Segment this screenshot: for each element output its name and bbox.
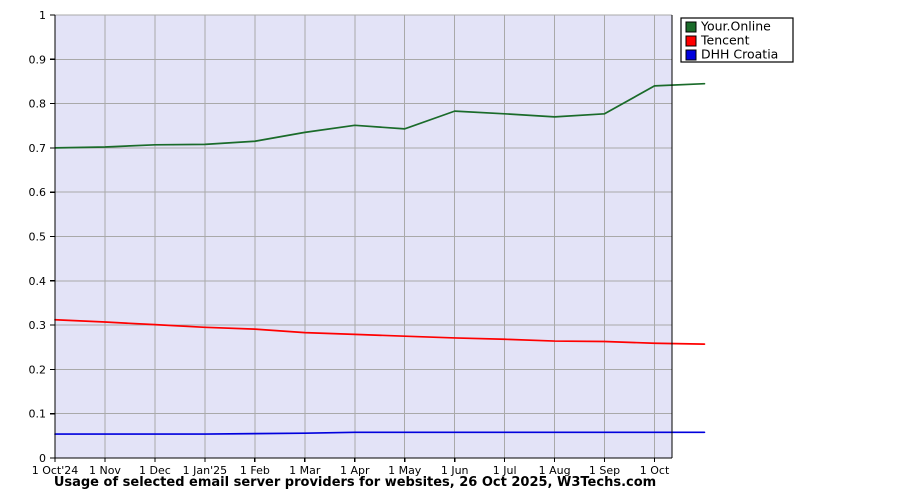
x-tick-label: 1 Nov [89, 464, 121, 477]
y-tick-label: 1 [39, 9, 46, 22]
y-tick-label: 0.6 [29, 186, 47, 199]
series-line-tencent [54, 318, 706, 345]
series-lines [54, 82, 706, 435]
x-tick-label: 1 Apr [340, 464, 370, 477]
y-axis-ticks: 0 0.1 0.2 0.3 0.4 0.5 0.6 0.7 0.8 0.9 1 [29, 9, 55, 465]
legend-label-dhh-croatia[interactable]: DHH Croatia [701, 47, 778, 62]
legend-background [680, 17, 794, 63]
y-tick-label: 0.2 [29, 363, 47, 376]
y-tick-label: 0.9 [29, 53, 47, 66]
y-tick-label: 0.4 [29, 275, 47, 288]
x-tick-label: 1 Jul [493, 464, 517, 477]
x-tick-label: 1 Aug [539, 464, 571, 477]
y-tick-label: 0.7 [29, 142, 47, 155]
x-tick-label: 1 Oct [640, 464, 670, 477]
x-tick-label: 1 Jan'25 [183, 464, 227, 477]
x-tick-label: 1 Dec [139, 464, 171, 477]
x-tick-label: 1 Sep [589, 464, 620, 477]
y-tick-label: 0 [39, 452, 46, 465]
legend-swatch-your-online[interactable] [685, 21, 697, 33]
x-tick-label: 1 Oct'24 [32, 464, 79, 477]
grid-lines [55, 14, 672, 458]
series-line-dhh-croatia [54, 431, 706, 435]
y-tick-label: 0.3 [29, 319, 47, 332]
y-tick-label: 0.5 [29, 231, 47, 244]
x-tick-label: 1 Feb [240, 464, 270, 477]
legend-swatch-dhh-croatia[interactable] [685, 49, 697, 61]
series-line-your-online [54, 82, 706, 149]
x-tick-label: 1 Jun [441, 464, 469, 477]
legend-label-your-online[interactable]: Your.Online [700, 19, 771, 34]
x-tick-label: 1 May [388, 464, 422, 477]
y-tick-label: 0.1 [29, 408, 47, 421]
chart-caption: Usage of selected email server providers… [54, 475, 656, 490]
x-axis-ticks: 1 Oct'24 1 Nov 1 Dec 1 Jan'25 1 Feb 1 Mar 1 Ap… [32, 458, 670, 477]
legend-swatch-tencent[interactable] [685, 35, 697, 47]
x-tick-label: 1 Mar [289, 464, 321, 477]
legend-label-tencent[interactable]: Tencent [700, 33, 750, 48]
y-tick-label: 0.8 [29, 98, 47, 111]
